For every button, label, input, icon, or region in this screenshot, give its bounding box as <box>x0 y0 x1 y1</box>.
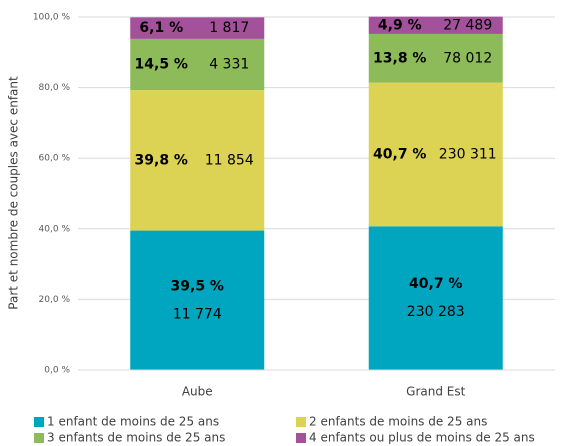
bar-segment <box>130 38 265 91</box>
legend-label: 3 enfants de moins de 25 ans <box>47 431 225 445</box>
y-tick-label: 60,0 % <box>39 154 71 164</box>
count-label: 230 311 <box>439 146 497 162</box>
count-label: 1 817 <box>209 20 249 36</box>
y-axis-label: Part et nombre de couples avec enfant <box>7 76 21 310</box>
value-label: 40,7 % <box>409 276 462 292</box>
value-label: 4,9 % <box>378 17 422 33</box>
y-tick-label: 40,0 % <box>39 224 71 234</box>
legend-label: 4 enfants ou plus de moins de 25 ans <box>309 431 535 445</box>
bar-segment <box>368 82 503 227</box>
y-tick-label: 20,0 % <box>39 295 71 305</box>
legend-swatch <box>34 433 44 443</box>
value-label: 39,8 % <box>135 152 188 168</box>
value-label: 14,5 % <box>135 56 188 72</box>
bar-segment <box>130 230 265 370</box>
value-label: 39,5 % <box>171 278 224 294</box>
count-label: 11 774 <box>173 306 222 322</box>
count-label: 4 331 <box>209 56 249 72</box>
value-label: 40,7 % <box>373 146 426 162</box>
x-tick-label: Aube <box>182 385 213 399</box>
bar-segment <box>130 90 265 231</box>
y-tick-label: 80,0 % <box>39 83 71 93</box>
value-label: 6,1 % <box>139 20 183 36</box>
bar-segment <box>368 33 503 83</box>
bar-segment <box>368 16 503 34</box>
count-label: 27 489 <box>443 17 492 33</box>
legend-swatch <box>296 417 306 427</box>
bar-segment <box>368 226 503 370</box>
count-label: 11 854 <box>205 152 254 168</box>
legend-label: 1 enfant de moins de 25 ans <box>47 415 219 429</box>
legend-label: 2 enfants de moins de 25 ans <box>309 415 487 429</box>
x-tick-label: Grand Est <box>406 385 465 399</box>
count-label: 78 012 <box>443 50 492 66</box>
count-label: 230 283 <box>407 304 465 320</box>
legend-swatch <box>34 417 44 427</box>
y-tick-label: 100,0 % <box>33 13 71 23</box>
y-tick-label: 0,0 % <box>44 366 70 376</box>
bar-segment <box>130 17 265 39</box>
value-label: 13,8 % <box>373 50 426 66</box>
legend-swatch <box>296 433 306 443</box>
